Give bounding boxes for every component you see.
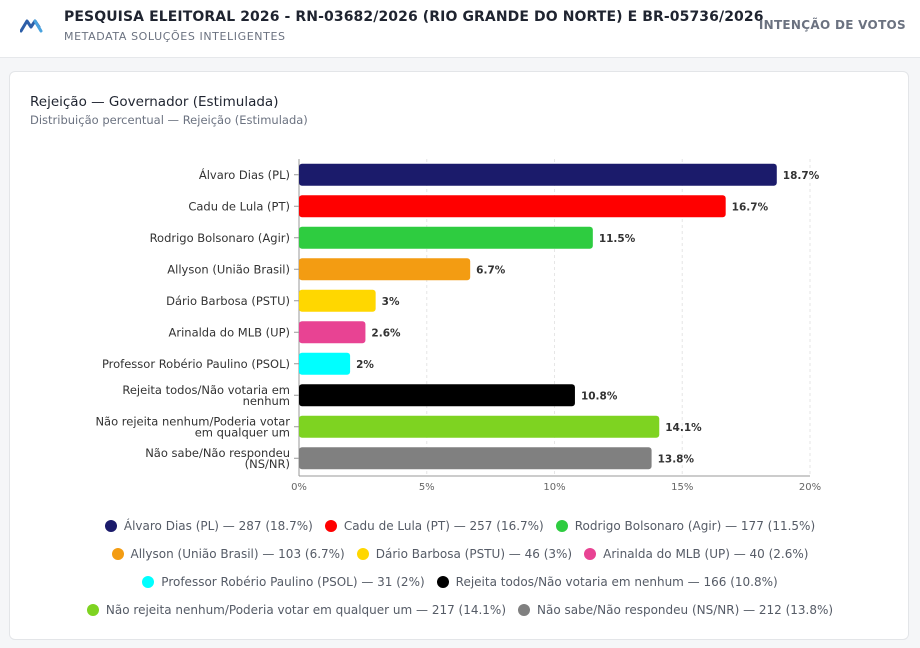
- x-tick-label: 20%: [799, 482, 821, 493]
- legend-item[interactable]: Não sabe/Não respondeu (NS/NR) — 212 (13…: [518, 603, 833, 617]
- bar[interactable]: [299, 195, 726, 218]
- section-tag[interactable]: INTENÇÃO DE VOTOS: [758, 18, 906, 32]
- legend-item[interactable]: Rejeita todos/Não votaria em nenhum — 16…: [436, 575, 778, 589]
- legend-label: Allyson (União Brasil) — 103 (6.7%): [130, 547, 345, 561]
- bar[interactable]: [299, 321, 366, 344]
- legend-swatch: [356, 548, 369, 560]
- data-label: 14.1%: [665, 422, 702, 434]
- legend-item[interactable]: Não rejeita nenhum/Poderia votar em qual…: [86, 603, 507, 617]
- category-label: Rejeita todos/Não votaria em nenhum: [122, 383, 290, 408]
- metadata-logo-icon: [20, 19, 43, 33]
- legend-item[interactable]: Álvaro Dias (PL) — 287 (18.7%): [104, 519, 313, 533]
- category-label: Não sabe/Não respondeu (NS/NR): [145, 446, 290, 471]
- bar[interactable]: [299, 289, 376, 312]
- bar[interactable]: [299, 163, 777, 186]
- legend-label: Dário Barbosa (PSTU) — 46 (3%): [375, 547, 573, 561]
- x-tick-label: 15%: [671, 482, 693, 493]
- bar[interactable]: [299, 415, 660, 438]
- category-label: Arinalda do MLB (UP): [168, 325, 290, 339]
- legend-swatch: [86, 604, 99, 616]
- legend-row: Allyson (União Brasil) — 103 (6.7%) Dário…: [10, 540, 910, 568]
- bar[interactable]: [299, 226, 593, 249]
- legend-label: Rodrigo Bolsonaro (Agir) — 177 (11.5%): [574, 519, 816, 533]
- page-subtitle: METADATA SOLUÇÕES INTELIGENTES: [64, 30, 286, 43]
- data-label: 10.8%: [581, 390, 618, 402]
- legend-swatch: [555, 520, 568, 532]
- data-label: 3%: [382, 296, 400, 308]
- chart-subtitle: Distribuição percentual — Rejeição (Esti…: [30, 113, 308, 127]
- category-label: Cadu de Lula (PT): [188, 199, 290, 213]
- category-label: Dário Barbosa (PSTU): [166, 294, 290, 308]
- category-label: Não rejeita nenhum/Poderia votar em qualq…: [95, 414, 290, 439]
- bar[interactable]: [299, 447, 652, 470]
- legend-label: Cadu de Lula (PT) — 257 (16.7%): [343, 519, 544, 533]
- data-label: 6.7%: [476, 264, 506, 276]
- category-label: Professor Robério Paulino (PSOL): [102, 357, 290, 371]
- legend-label: Não rejeita nenhum/Poderia votar em qual…: [105, 603, 507, 617]
- x-tick-label: 5%: [419, 482, 435, 493]
- legend-swatch: [436, 576, 449, 588]
- data-label: 16.7%: [732, 201, 769, 213]
- legend-label: Rejeita todos/Não votaria em nenhum — 16…: [455, 575, 778, 589]
- chart-title: Rejeição — Governador (Estimulada): [30, 94, 279, 110]
- bar[interactable]: [299, 352, 351, 375]
- legend-label: Arinalda do MLB (UP) — 40 (2.6%): [603, 547, 809, 561]
- legend-item[interactable]: Arinalda do MLB (UP) — 40 (2.6%): [584, 547, 808, 561]
- bar[interactable]: [299, 384, 575, 407]
- category-label: Allyson (União Brasil): [167, 262, 290, 276]
- legend-row: Professor Robério Paulino (PSOL) — 31 (2…: [10, 568, 910, 596]
- legend-label: Não sabe/Não respondeu (NS/NR) — 212 (13…: [537, 603, 834, 617]
- legend-item[interactable]: Cadu de Lula (PT) — 257 (16.7%): [324, 519, 544, 533]
- legend-swatch: [518, 604, 531, 616]
- chart-legend: Álvaro Dias (PL) — 287 (18.7%) Cadu de Lu…: [10, 512, 910, 624]
- legend-label: Professor Robério Paulino (PSOL) — 31 (2…: [161, 575, 425, 589]
- bar-chart: 0% 5% 10% 15% 20% 18.7% Álvaro Dias (PL) 16.7% C…: [95, 159, 821, 493]
- data-label: 18.7%: [783, 170, 820, 182]
- bar[interactable]: [299, 258, 471, 281]
- legend-swatch: [104, 520, 117, 532]
- legend-item[interactable]: Rodrigo Bolsonaro (Agir) — 177 (11.5%): [555, 519, 816, 533]
- x-tick-label: 0%: [291, 482, 307, 493]
- legend-swatch: [142, 576, 155, 588]
- legend-swatch: [111, 548, 124, 560]
- chart-card: Rejeição — Governador (Estimulada) Distr…: [9, 71, 909, 640]
- legend-item[interactable]: Professor Robério Paulino (PSOL) — 31 (2…: [142, 575, 425, 589]
- legend-item[interactable]: Allyson (União Brasil) — 103 (6.7%): [111, 547, 345, 561]
- data-label: 2.6%: [371, 327, 401, 339]
- data-label: 13.8%: [658, 453, 695, 465]
- legend-row: Não rejeita nenhum/Poderia votar em qual…: [10, 596, 910, 624]
- x-tick-label: 10%: [543, 482, 565, 493]
- page-title: PESQUISA ELEITORAL 2026 - RN-03682/2026 …: [64, 9, 764, 25]
- category-label: Álvaro Dias (PL): [199, 167, 290, 182]
- top-bar: PESQUISA ELEITORAL 2026 - RN-03682/2026 …: [0, 0, 920, 58]
- legend-row: Álvaro Dias (PL) — 287 (18.7%) Cadu de Lu…: [10, 512, 910, 540]
- legend-item[interactable]: Dário Barbosa (PSTU) — 46 (3%): [356, 547, 573, 561]
- category-label: Rodrigo Bolsonaro (Agir): [150, 231, 290, 245]
- data-label: 11.5%: [599, 233, 636, 245]
- data-label: 2%: [356, 359, 374, 371]
- legend-swatch: [324, 520, 337, 532]
- legend-swatch: [584, 548, 597, 560]
- legend-label: Álvaro Dias (PL) — 287 (18.7%): [123, 519, 313, 533]
